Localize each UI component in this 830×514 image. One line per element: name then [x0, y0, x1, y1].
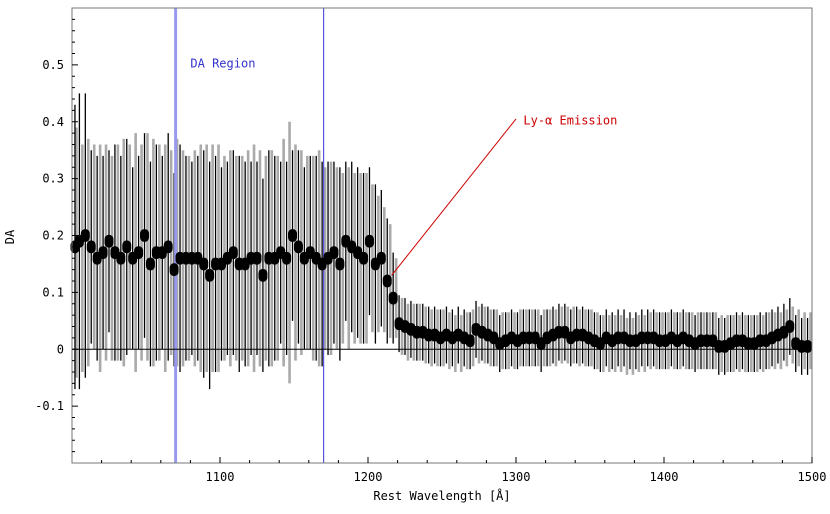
data-point: [169, 263, 179, 277]
data-point: [163, 240, 173, 254]
y-tick-label: 0.4: [42, 115, 64, 129]
data-point: [80, 229, 90, 242]
ly-alpha-emission-label: Ly-α Emission: [523, 114, 617, 128]
data-point: [98, 246, 108, 260]
data-point: [252, 251, 262, 265]
y-tick-label: 0.2: [42, 229, 64, 243]
data-point: [803, 339, 813, 353]
da-region-label: DA Region: [190, 57, 255, 71]
data-point: [388, 291, 398, 305]
data-point: [282, 251, 292, 265]
x-tick-label: 1500: [798, 470, 827, 484]
data-point: [205, 268, 215, 282]
data-point: [258, 268, 268, 282]
x-tick-label: 1100: [206, 470, 235, 484]
emission-pointer-line: [391, 118, 517, 276]
annotation-layer: DA Region Ly-α Emission: [190, 57, 617, 276]
data-point: [140, 229, 150, 242]
data-point: [785, 320, 795, 333]
x-tick-label: 1400: [650, 470, 679, 484]
gray-errorbar-layer: [75, 121, 812, 384]
y-tick-label: 0.3: [42, 172, 64, 186]
data-point: [134, 246, 144, 260]
y-tick-label: 0.5: [42, 58, 64, 72]
y-tick-label: 0: [57, 342, 64, 356]
region-lines-layer: [174, 8, 325, 463]
y-tick-label: -0.1: [35, 399, 64, 413]
data-point: [116, 251, 126, 265]
x-tick-label: 1300: [502, 470, 531, 484]
data-point: [293, 240, 303, 254]
data-point: [86, 240, 96, 254]
data-point: [145, 257, 155, 271]
x-tick-label: 1200: [354, 470, 383, 484]
data-point: [228, 246, 238, 260]
data-point: [465, 334, 475, 348]
data-point: [199, 257, 209, 271]
data-point: [376, 251, 386, 265]
y-tick-label: 0.1: [42, 285, 64, 299]
ticks-layer: 1100 1200 1300 1400 1500 -0.1 0 0.1 0.2 0.3 0.4 0.5: [35, 18, 827, 484]
data-point: [335, 257, 345, 271]
data-point: [359, 251, 369, 265]
data-point: [122, 240, 132, 254]
x-axis-label: Rest Wavelength [Å]: [373, 488, 510, 503]
data-point: [329, 246, 339, 260]
data-point: [364, 234, 374, 248]
data-point: [288, 229, 298, 242]
data-point: [382, 274, 392, 288]
data-point: [104, 234, 114, 248]
y-axis-label: DA: [3, 229, 17, 244]
